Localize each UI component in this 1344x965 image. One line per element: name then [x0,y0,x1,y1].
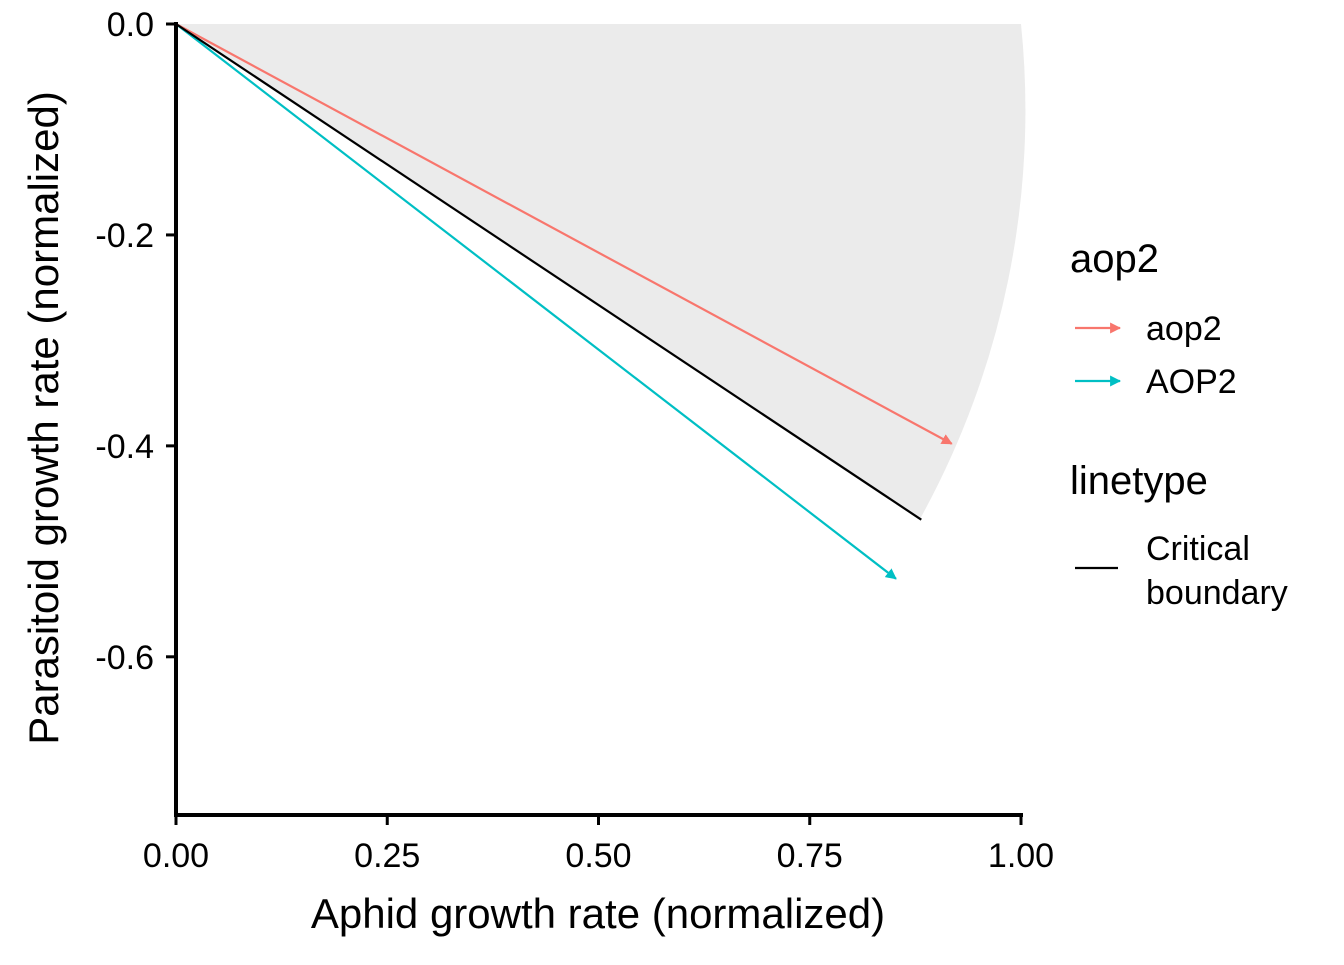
legend-item-aop2: aop2 [1075,310,1222,348]
y-tick-label: -0.2 [95,217,154,255]
series-line-aop2-1 [175,23,897,580]
x-tick-label: 0.00 [143,837,209,875]
y-tick-label: -0.4 [95,428,154,466]
legend-item-AOP2: AOP2 [1075,363,1237,401]
x-tick-label: 0.75 [777,837,843,875]
legend-item-critical-boundary: Critical boundary [1075,530,1288,612]
x-tick-label: 0.50 [565,837,631,875]
y-axis-title: Parasitoid growth rate (normalized) [20,91,67,745]
legend-label-aop2: aop2 [1146,310,1222,348]
series-line-aop2-0 [175,23,953,445]
legend-label-AOP2: AOP2 [1146,363,1237,401]
x-axis-title: Aphid growth rate (normalized) [311,890,885,937]
legend-label-critical-line-2: boundary [1146,574,1288,612]
legend-label-critical-boundary: Critical boundary [1146,530,1288,612]
legend-title-linetype: linetype [1070,459,1208,503]
y-tick-label: 0.0 [107,6,154,44]
legend-title-color: aop2 [1070,237,1159,281]
legend: aop2 aop2 AOP2 linetype Critical boundar… [1070,237,1288,612]
series-line-critical-boundary-2 [175,23,922,521]
x-tick-label: 1.00 [988,837,1054,875]
legend-label-critical-line-1: Critical [1146,530,1250,568]
y-tick-label: -0.6 [95,639,154,677]
shaded-region [176,24,1026,520]
plot-area [175,23,1026,580]
x-tick-label: 0.25 [354,837,420,875]
axes: 0.00 0.25 0.50 0.75 1.00 0.0 -0.2 -0.4 -0.6 [95,6,1054,875]
